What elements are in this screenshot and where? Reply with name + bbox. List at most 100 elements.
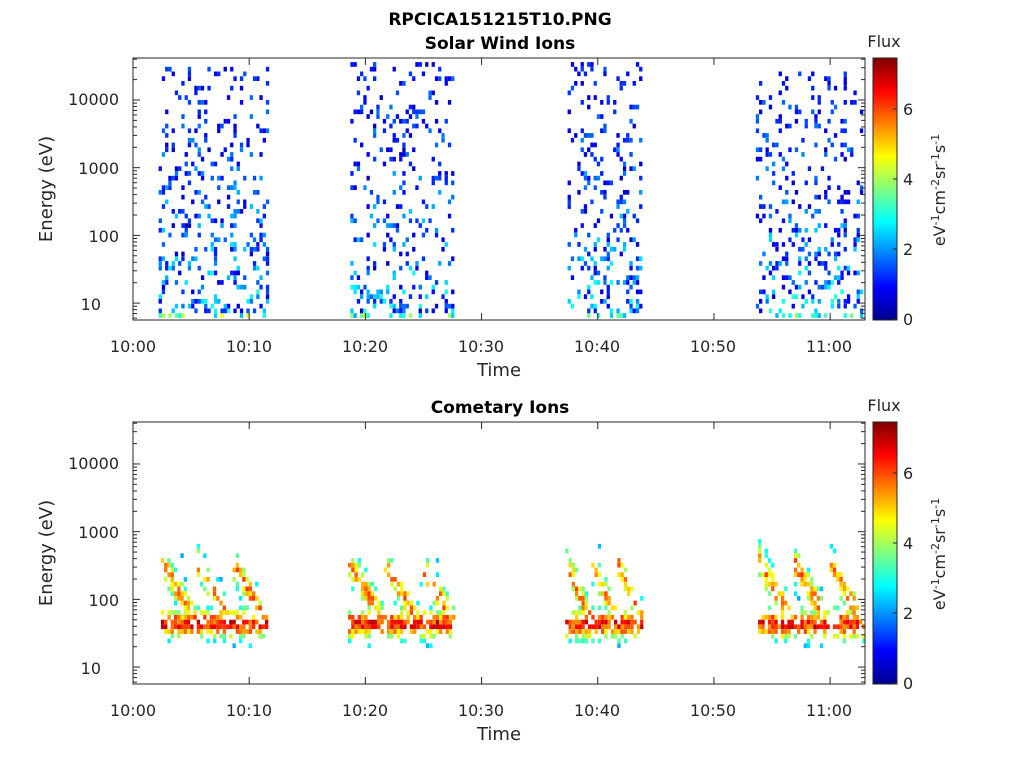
flux-cell (584, 619, 588, 625)
flux-cell (230, 166, 234, 171)
flux-cell (827, 76, 831, 81)
flux-cell (350, 118, 354, 124)
flux-cell (259, 175, 263, 181)
flux-cell (174, 213, 179, 219)
flux-cell (784, 624, 788, 630)
flux-cell (755, 213, 760, 219)
flux-cell (452, 614, 456, 620)
flux-cell (830, 142, 834, 148)
flux-cell (629, 299, 633, 304)
flux-cell (855, 619, 859, 625)
flux-cell (170, 572, 174, 577)
flux-cell (837, 232, 841, 238)
flux-cell (217, 237, 221, 243)
flux-cell (451, 171, 455, 176)
flux-cell (216, 614, 220, 620)
flux-cell (364, 581, 368, 587)
flux-cell (209, 624, 213, 630)
flux-cell (207, 308, 211, 314)
flux-cell (435, 558, 440, 563)
flux-cell (581, 605, 585, 611)
flux-cell (369, 109, 374, 115)
flux-cell (216, 596, 220, 601)
flux-cell (376, 199, 380, 205)
flux-cell (445, 605, 449, 611)
flux-cell (787, 605, 791, 611)
flux-cell (158, 294, 162, 299)
flux-cell (212, 619, 217, 625)
flux-cell (600, 256, 604, 262)
flux-cell (390, 577, 394, 582)
flux-cell (350, 261, 354, 266)
flux-cell (803, 643, 807, 649)
flux-cell (204, 118, 208, 124)
flux-cell (793, 558, 798, 563)
flux-cell (567, 90, 571, 96)
flux-cell (629, 166, 633, 171)
flux-cell (600, 128, 604, 134)
flux-cell (810, 596, 814, 601)
flux-cell (392, 308, 396, 314)
flux-cell (587, 313, 591, 318)
flux-cell (197, 265, 201, 271)
flux-cell (212, 586, 217, 592)
flux-cell (781, 299, 786, 304)
flux-cell (425, 308, 429, 314)
flux-cell (351, 614, 355, 620)
flux-cell (256, 123, 260, 129)
flux-cell (217, 175, 221, 181)
flux-cell (161, 227, 166, 233)
flux-cell (768, 213, 773, 219)
flux-cell (171, 209, 175, 214)
flux-cell (259, 95, 263, 100)
flux-cell (584, 614, 588, 620)
flux-cell (597, 619, 602, 625)
flux-cell (249, 114, 253, 119)
flux-cell (793, 567, 798, 573)
flux-cell (429, 643, 433, 649)
flux-cell (798, 313, 802, 318)
flux-cell (613, 246, 617, 252)
flux-cell (806, 629, 811, 634)
flux-cell (354, 629, 358, 634)
flux-cell (778, 118, 782, 124)
flux-cell (392, 246, 396, 252)
flux-cell (613, 109, 617, 115)
flux-cell (235, 586, 239, 592)
flux-cell (438, 128, 442, 134)
flux-cell (406, 600, 410, 606)
flux-cell (418, 175, 422, 181)
flux-cell (798, 246, 802, 252)
flux-cell (788, 313, 792, 318)
flux-cell (804, 256, 808, 262)
flux-cell (242, 619, 246, 625)
flux-cell (428, 90, 432, 96)
flux-cell (603, 190, 607, 195)
flux-cell (606, 237, 610, 243)
flux-cell (771, 624, 775, 630)
flux-cell (764, 572, 768, 577)
flux-cell (593, 280, 597, 285)
flux-cell (840, 152, 844, 157)
flux-cell (434, 76, 439, 81)
sw-burst-1 (158, 66, 270, 318)
flux-cell (781, 284, 786, 290)
flux-cell (798, 227, 802, 233)
flux-cell (846, 270, 851, 276)
flux-cell (617, 572, 621, 577)
flux-cell (620, 619, 624, 625)
flux-cell (373, 303, 377, 309)
flux-cell (635, 242, 640, 247)
flux-cell (584, 638, 588, 644)
flux-cell (374, 619, 378, 625)
flux-cell (367, 605, 371, 611)
flux-cell (204, 246, 208, 252)
flux-cell (593, 95, 597, 100)
flux-cell (367, 619, 371, 625)
flux-cell (246, 142, 250, 148)
flux-cell (402, 133, 406, 138)
flux-cell (419, 619, 423, 625)
flux-cell (577, 166, 581, 171)
flux-cell (373, 242, 377, 247)
flux-cell (399, 204, 403, 209)
